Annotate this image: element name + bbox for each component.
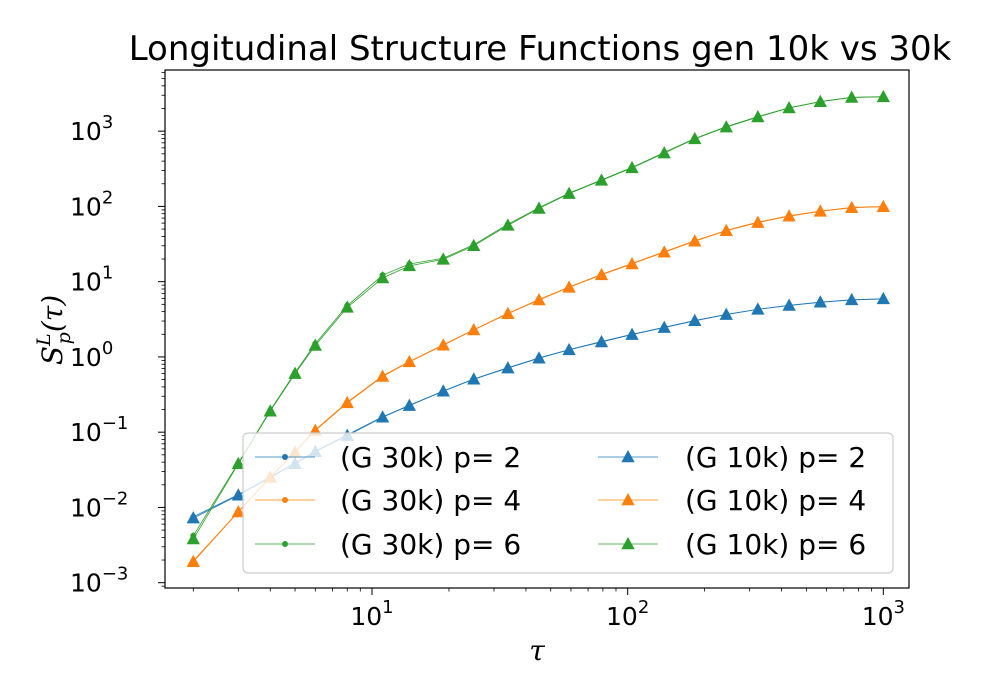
data-point	[782, 209, 796, 222]
data-point	[186, 511, 200, 524]
series-g-10k-p-6	[186, 89, 890, 545]
data-point	[467, 238, 481, 252]
legend-label: (G 10k) p= 6	[685, 528, 866, 561]
legend-label: (G 30k) p= 6	[340, 528, 521, 561]
data-point	[308, 338, 322, 351]
legend-marker	[621, 493, 635, 506]
data-point	[263, 404, 277, 417]
y-tick-label: 100	[70, 338, 113, 372]
data-point	[402, 354, 417, 368]
legend: (G 30k) p= 2 (G 30k) p= 4 (G 30k) p= 6 (G 1…	[242, 432, 894, 574]
legend-entry: (G 30k) p= 2	[255, 441, 521, 474]
data-point	[751, 110, 765, 123]
data-point	[719, 120, 733, 133]
data-point	[501, 306, 515, 319]
chart-title: Longitudinal Structure Functions gen 10k…	[129, 29, 952, 69]
data-point	[375, 410, 390, 423]
y-axis: 10−3 10−2 10−1 100 101 102 103	[70, 72, 165, 598]
data-point	[876, 89, 890, 103]
data-point	[501, 218, 515, 231]
y-tick-label: 103	[70, 112, 113, 146]
data-point	[436, 338, 450, 351]
data-point	[186, 554, 200, 567]
data-point	[625, 256, 639, 270]
legend-box	[242, 432, 894, 574]
legend-label: (G 30k) p= 2	[340, 441, 521, 474]
data-point	[845, 200, 859, 214]
legend-label: (G 10k) p= 4	[685, 484, 866, 517]
y-tick-label: 10−3	[70, 564, 128, 598]
y-tick-label: 10−2	[70, 488, 128, 522]
y-axis-title: SLp(τ)	[33, 295, 75, 365]
data-point	[501, 361, 515, 374]
data-point	[231, 504, 245, 518]
data-point	[719, 307, 733, 320]
data-point	[657, 146, 671, 159]
data-point	[688, 234, 702, 247]
data-point	[231, 488, 245, 501]
data-point	[813, 204, 827, 217]
legend-entry: (G 30k) p= 4	[255, 484, 521, 517]
data-point	[876, 291, 890, 305]
data-point	[782, 101, 796, 114]
legend-entry: (G 30k) p= 6	[255, 528, 521, 561]
data-point	[186, 532, 200, 545]
data-point	[562, 342, 576, 356]
data-point	[876, 199, 890, 213]
data-point	[562, 280, 576, 293]
data-point	[467, 372, 481, 385]
legend-label: (G 30k) p= 4	[340, 484, 521, 517]
data-point	[532, 351, 546, 364]
data-point	[751, 215, 765, 228]
x-axis-title: τ	[529, 634, 545, 667]
data-point	[625, 160, 639, 174]
x-tick-label: 102	[606, 597, 649, 631]
data-point	[231, 456, 245, 470]
legend-entry: (G 10k) p= 6	[598, 528, 866, 561]
data-point	[657, 320, 671, 333]
data-point	[340, 395, 354, 409]
data-point	[782, 298, 796, 311]
data-point	[340, 300, 354, 313]
data-point	[594, 173, 609, 186]
data-point	[751, 302, 765, 315]
data-point	[402, 258, 417, 272]
data-point	[594, 334, 609, 348]
legend-marker	[282, 454, 288, 460]
y-tick-label: 102	[70, 187, 113, 221]
legend-marker	[621, 450, 635, 463]
x-tick-label: 101	[350, 597, 393, 631]
data-point	[813, 295, 827, 308]
data-point	[375, 270, 390, 284]
legend-label: (G 10k) p= 2	[685, 441, 866, 474]
data-point	[532, 293, 546, 306]
data-point	[845, 90, 859, 103]
data-point	[688, 131, 702, 145]
data-point	[562, 186, 576, 199]
y-tick-label: 101	[70, 263, 113, 297]
data-point	[436, 252, 450, 265]
data-point	[375, 369, 390, 382]
y-tick-label: 10−1	[70, 413, 128, 447]
legend-entry: (G 10k) p= 4	[598, 484, 866, 517]
legend-marker	[282, 497, 288, 503]
data-point	[625, 327, 639, 340]
data-point	[594, 267, 609, 281]
data-point	[688, 313, 702, 327]
data-point	[719, 223, 733, 237]
data-point	[402, 398, 417, 411]
x-tick-label: 103	[862, 597, 905, 631]
data-point	[532, 201, 546, 214]
legend-entry: (G 10k) p= 2	[598, 441, 866, 474]
x-axis: 101 102 103	[192, 588, 905, 631]
data-point	[813, 94, 827, 108]
legend-marker	[621, 537, 635, 550]
legend-marker	[282, 541, 288, 547]
data-point	[436, 384, 450, 397]
data-point	[845, 292, 859, 306]
data-point	[288, 366, 302, 379]
data-point	[467, 322, 481, 336]
data-point	[657, 245, 671, 258]
